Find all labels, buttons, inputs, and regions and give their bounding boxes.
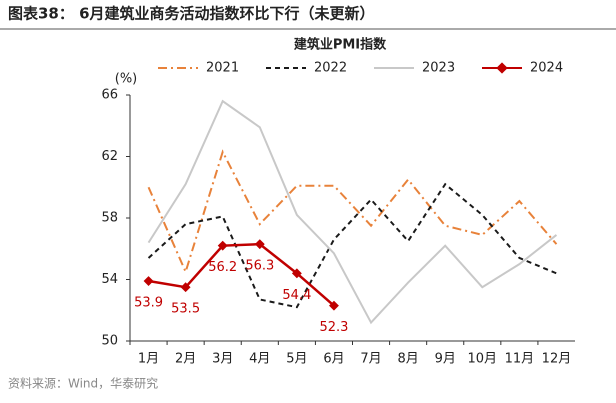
- x-tick-label: 7月: [360, 352, 381, 367]
- data-label: 56.2: [208, 260, 237, 275]
- series-line: [147, 182, 557, 309]
- data-label: 53.9: [134, 296, 163, 311]
- data-label: 54.4: [282, 288, 311, 303]
- source: 资料来源：Wind，华泰研究: [8, 376, 158, 391]
- x-tick-label: 12月: [542, 352, 572, 367]
- point-marker: [143, 276, 154, 286]
- y-tick-label: 50: [101, 334, 118, 349]
- x-tick-label: 8月: [397, 352, 418, 367]
- data-label: 52.3: [319, 320, 348, 335]
- data-label: 56.3: [245, 259, 274, 274]
- legend-label: 2022: [314, 61, 347, 76]
- x-tick-label: 9月: [435, 352, 456, 367]
- header: 图表38： 6月建筑业商务活动指数环比下行（未更新）: [8, 5, 375, 23]
- x-tick-label: 5月: [286, 352, 307, 367]
- x-tick-label: 4月: [249, 352, 270, 367]
- y-tick-label: 66: [101, 88, 118, 103]
- series-line: [148, 242, 335, 307]
- x-tick-label: 2月: [175, 352, 196, 367]
- x-tick-label: 6月: [323, 352, 344, 367]
- chart-title: 建筑业PMI指数: [294, 37, 387, 53]
- series-line: [147, 99, 558, 325]
- x-tick-label: 1月: [138, 352, 159, 367]
- point-marker: [180, 282, 191, 293]
- legend-marker: [496, 62, 508, 74]
- y-axis-label: (%): [115, 72, 138, 87]
- x-tick-label: 10月: [468, 352, 498, 367]
- x-tick-label: 11月: [505, 352, 535, 367]
- series-line: [147, 149, 558, 275]
- y-tick-label: 62: [101, 149, 118, 164]
- x-tick-label: 3月: [212, 352, 233, 367]
- legend-label: 2024: [530, 61, 563, 76]
- data-label: 53.5: [171, 302, 200, 317]
- point-marker: [329, 300, 339, 311]
- y-tick-label: 54: [101, 272, 118, 287]
- legend-label: 2021: [206, 61, 239, 76]
- y-tick-label: 58: [101, 211, 118, 226]
- point-marker: [217, 240, 228, 251]
- legend-label: 2023: [422, 61, 455, 76]
- point-marker: [254, 239, 265, 250]
- point-marker: [291, 268, 302, 279]
